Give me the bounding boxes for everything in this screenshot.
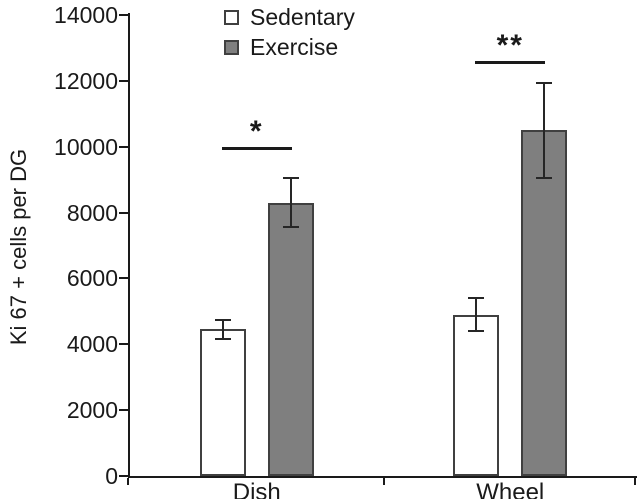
x-tick-mark <box>127 478 129 485</box>
significance-line <box>221 147 292 150</box>
legend-swatch-sedentary-icon <box>224 10 239 26</box>
error-bar-cap-bottom <box>282 226 299 229</box>
y-tick-mark <box>119 475 128 477</box>
y-tick-mark <box>119 277 128 280</box>
x-tick-mark <box>634 478 636 485</box>
legend-item-exercise: Exercise <box>224 34 338 62</box>
legend-label-sedentary: Sedentary <box>250 4 355 30</box>
y-tick-label: 8000 <box>66 199 118 226</box>
y-tick-mark <box>119 79 128 82</box>
y-axis-line <box>128 13 130 478</box>
error-bar-line <box>543 82 546 178</box>
y-tick-label: 10000 <box>54 133 118 160</box>
significance-label: ** <box>496 29 524 63</box>
significance-line <box>475 61 546 65</box>
error-bar-cap-top <box>282 176 299 179</box>
x-tick-mark <box>382 478 385 485</box>
error-bar-cap-top <box>536 81 553 84</box>
bar-exercise-dish <box>267 202 314 476</box>
y-tick-label: 2000 <box>66 397 118 424</box>
y-tick-mark <box>119 343 128 346</box>
y-tick-label: 6000 <box>66 265 118 292</box>
x-axis-line <box>128 476 637 478</box>
x-category-label: Dish <box>232 479 281 499</box>
y-tick-mark <box>119 145 128 148</box>
error-bar-cap-top <box>468 297 485 300</box>
legend: Sedentary Exercise <box>0 0 640 80</box>
error-bar-line <box>221 319 224 340</box>
error-bar-cap-bottom <box>214 338 231 341</box>
error-bar-cap-bottom <box>468 330 485 333</box>
y-tick-label: 4000 <box>66 331 118 358</box>
error-bar-cap-top <box>214 318 231 321</box>
significance-label: * <box>249 115 264 148</box>
y-tick-label: 0 <box>105 463 118 489</box>
legend-swatch-exercise-icon <box>224 40 239 56</box>
y-tick-mark <box>119 409 128 412</box>
y-tick-label: 12000 <box>54 67 118 94</box>
bar-sedentary-wheel <box>453 314 500 476</box>
y-tick-mark <box>119 14 128 16</box>
legend-item-sedentary: Sedentary <box>224 4 355 32</box>
y-tick-label: 14000 <box>54 2 118 28</box>
bar-sedentary-dish <box>199 329 246 476</box>
error-bar-line <box>475 298 478 332</box>
y-tick-mark <box>119 211 128 214</box>
x-category-label: Wheel <box>476 479 545 499</box>
bar-exercise-wheel <box>521 130 568 476</box>
error-bar-line <box>289 177 292 228</box>
legend-label-exercise: Exercise <box>250 34 339 60</box>
error-bar-cap-bottom <box>536 176 553 179</box>
